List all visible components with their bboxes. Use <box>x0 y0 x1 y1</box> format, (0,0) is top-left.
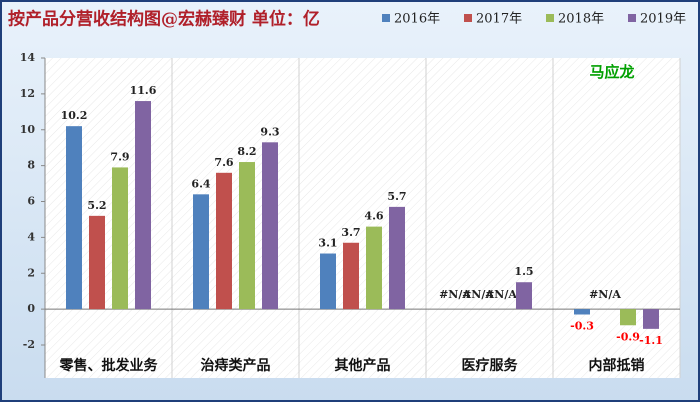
bar <box>366 226 382 310</box>
bar <box>574 309 590 315</box>
data-label: -1.1 <box>639 334 663 347</box>
legend-swatch <box>464 14 472 22</box>
x-tick-label: 其他产品 <box>335 357 391 374</box>
chart-title: 按产品分营收结构图@宏赫臻财 单位：亿 <box>8 9 320 30</box>
bar <box>620 309 636 326</box>
data-label: 1.5 <box>514 265 533 278</box>
bar <box>320 253 336 310</box>
data-label: #N/A <box>462 288 494 301</box>
data-label: 5.7 <box>387 190 406 203</box>
y-tick-label: 8 <box>27 159 35 172</box>
data-label: -0.3 <box>570 320 594 333</box>
bar <box>343 242 359 310</box>
legend-label: 2019年 <box>640 12 686 27</box>
legend-swatch <box>382 14 390 22</box>
x-tick-label: 医疗服务 <box>462 357 519 374</box>
data-label: -0.9 <box>616 330 640 343</box>
bar <box>216 172 232 310</box>
legend-label: 2018年 <box>558 12 604 27</box>
bar <box>112 167 128 310</box>
data-label: 8.2 <box>237 145 256 158</box>
bar <box>389 206 405 310</box>
data-label: #N/A <box>439 288 471 301</box>
y-tick-label: 10 <box>20 123 36 136</box>
y-tick-label: 12 <box>20 87 35 100</box>
data-label: 4.6 <box>364 210 383 223</box>
bar <box>193 194 209 310</box>
bar <box>262 142 278 310</box>
data-label: 7.6 <box>214 156 233 169</box>
bar <box>239 162 255 310</box>
bar <box>66 126 82 310</box>
data-label: 9.3 <box>260 125 279 138</box>
legend-label: 2016年 <box>394 12 440 27</box>
data-label: 3.7 <box>341 226 360 239</box>
y-tick-label: 6 <box>27 195 35 208</box>
data-label: 11.6 <box>130 84 157 97</box>
bar <box>643 309 659 329</box>
data-label: 10.2 <box>61 109 88 122</box>
x-tick-label: 治痔类产品 <box>201 357 271 374</box>
bar <box>516 282 532 310</box>
y-tick-label: 0 <box>27 302 35 315</box>
bar <box>135 101 151 310</box>
data-label: 3.1 <box>318 237 337 250</box>
data-label: 5.2 <box>87 199 106 212</box>
y-tick-label: 14 <box>20 51 36 64</box>
bar <box>89 215 105 310</box>
y-tick-label: -2 <box>23 338 35 351</box>
legend-swatch <box>546 14 554 22</box>
y-tick-label: 2 <box>27 266 35 279</box>
data-label: 7.9 <box>110 150 129 163</box>
x-tick-label: 内部抵销 <box>589 357 645 374</box>
legend-swatch <box>628 14 636 22</box>
data-label: #N/A <box>589 288 621 301</box>
legend-label: 2017年 <box>476 12 522 27</box>
annotation: 马应龙 <box>589 63 634 81</box>
x-tick-label: 零售、批发业务 <box>59 357 159 374</box>
y-tick-label: 4 <box>27 230 35 243</box>
data-label: 6.4 <box>191 177 210 190</box>
data-label: #N/A <box>485 288 517 301</box>
